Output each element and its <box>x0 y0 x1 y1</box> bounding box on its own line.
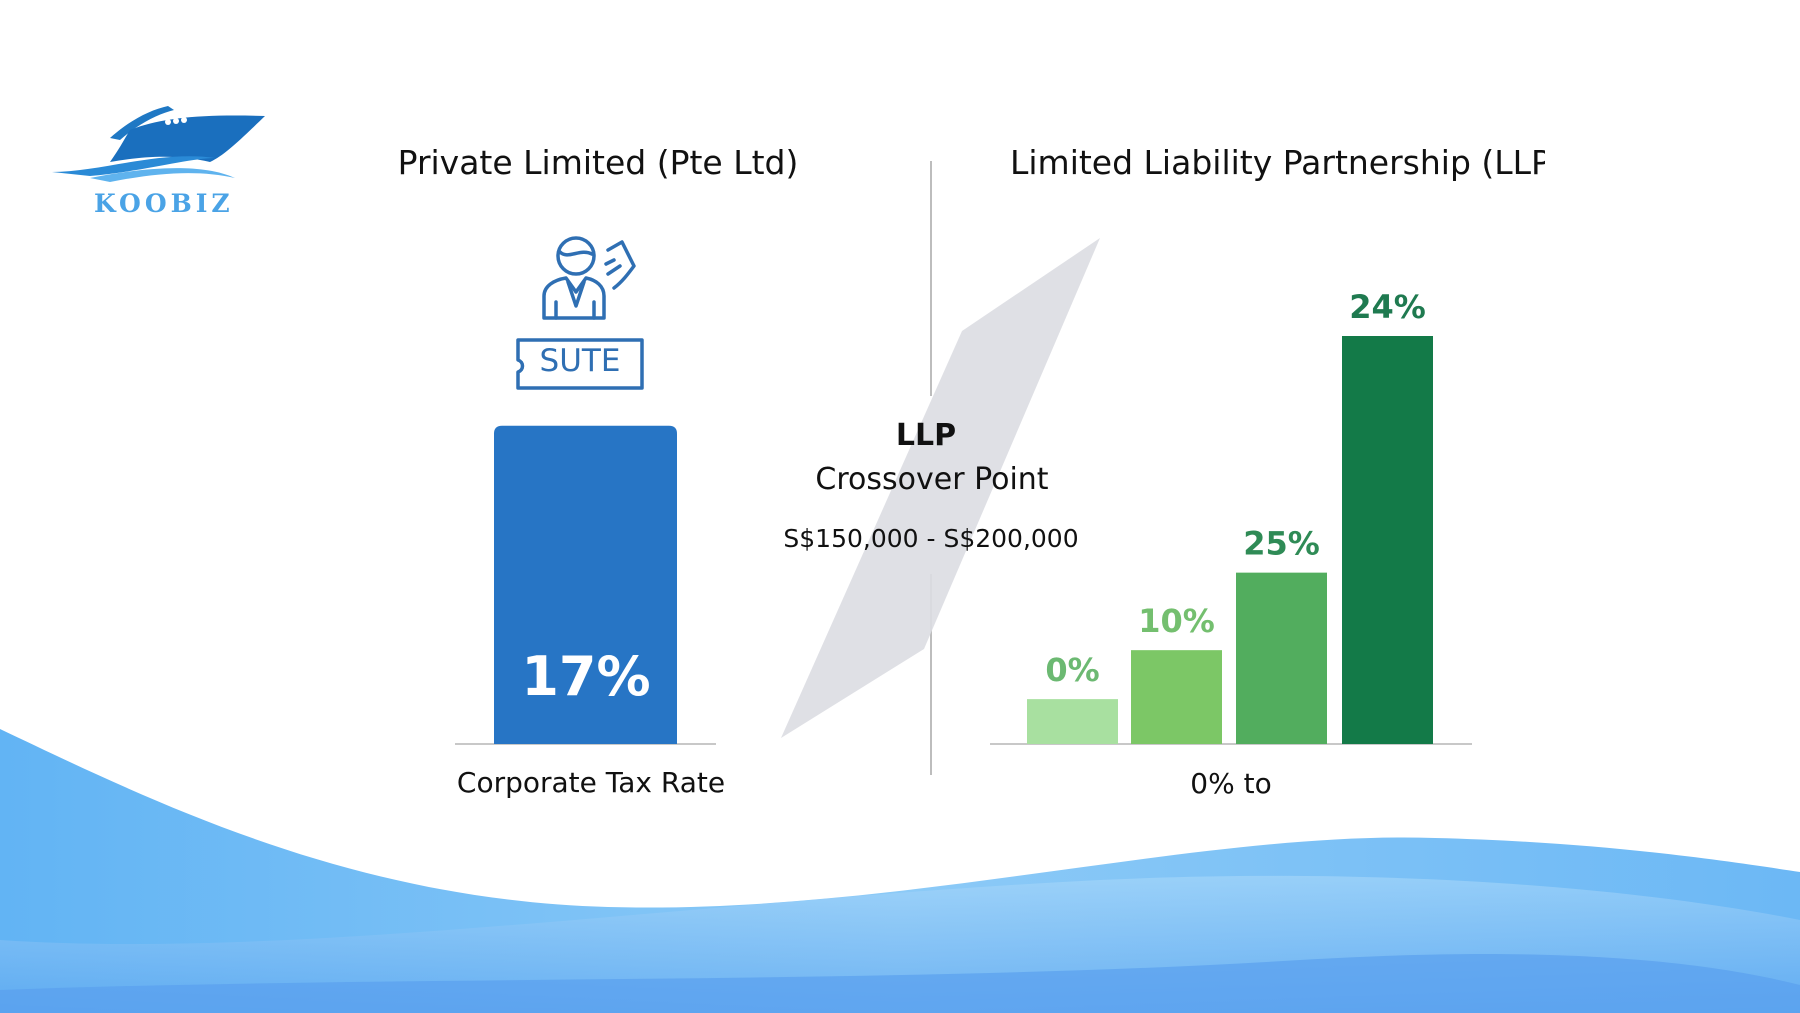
badge-text: SUTE <box>539 343 621 379</box>
llp-bar-label-2: 25% <box>1243 525 1320 563</box>
person-with-ticket-icon <box>516 236 644 390</box>
crossover-subtitle: Crossover Point <box>815 462 1049 497</box>
right-panel-title: Limited Liability Partnership (LLP <box>1010 143 1545 182</box>
left-caption: Corporate Tax Rate <box>456 766 726 799</box>
llp-bar-label-1: 10% <box>1138 602 1215 640</box>
koobiz-logo: KOOBIZ <box>50 100 270 218</box>
left-panel-title: Private Limited (Pte Ltd) <box>397 143 799 182</box>
llp-bar-2 <box>1236 572 1327 744</box>
pte-bar <box>494 425 677 744</box>
llp-bar-label-0: 0% <box>1045 651 1099 689</box>
crossover-title: LLP <box>895 418 957 453</box>
logo-text: KOOBIZ <box>94 189 234 218</box>
ship-icon <box>52 106 265 182</box>
pte-bar-label: 17% <box>521 645 650 708</box>
divider-bottom <box>930 574 932 775</box>
divider-top <box>930 161 932 396</box>
llp-bar-0 <box>1027 699 1118 744</box>
right-caption: 0% to <box>1190 767 1272 800</box>
llp-bar-1 <box>1131 650 1222 744</box>
llp-bar-label-3: 24% <box>1349 288 1426 326</box>
llp-bar-3 <box>1342 336 1433 744</box>
crossover-range: S$150,000 - S$200,000 <box>783 524 1079 553</box>
